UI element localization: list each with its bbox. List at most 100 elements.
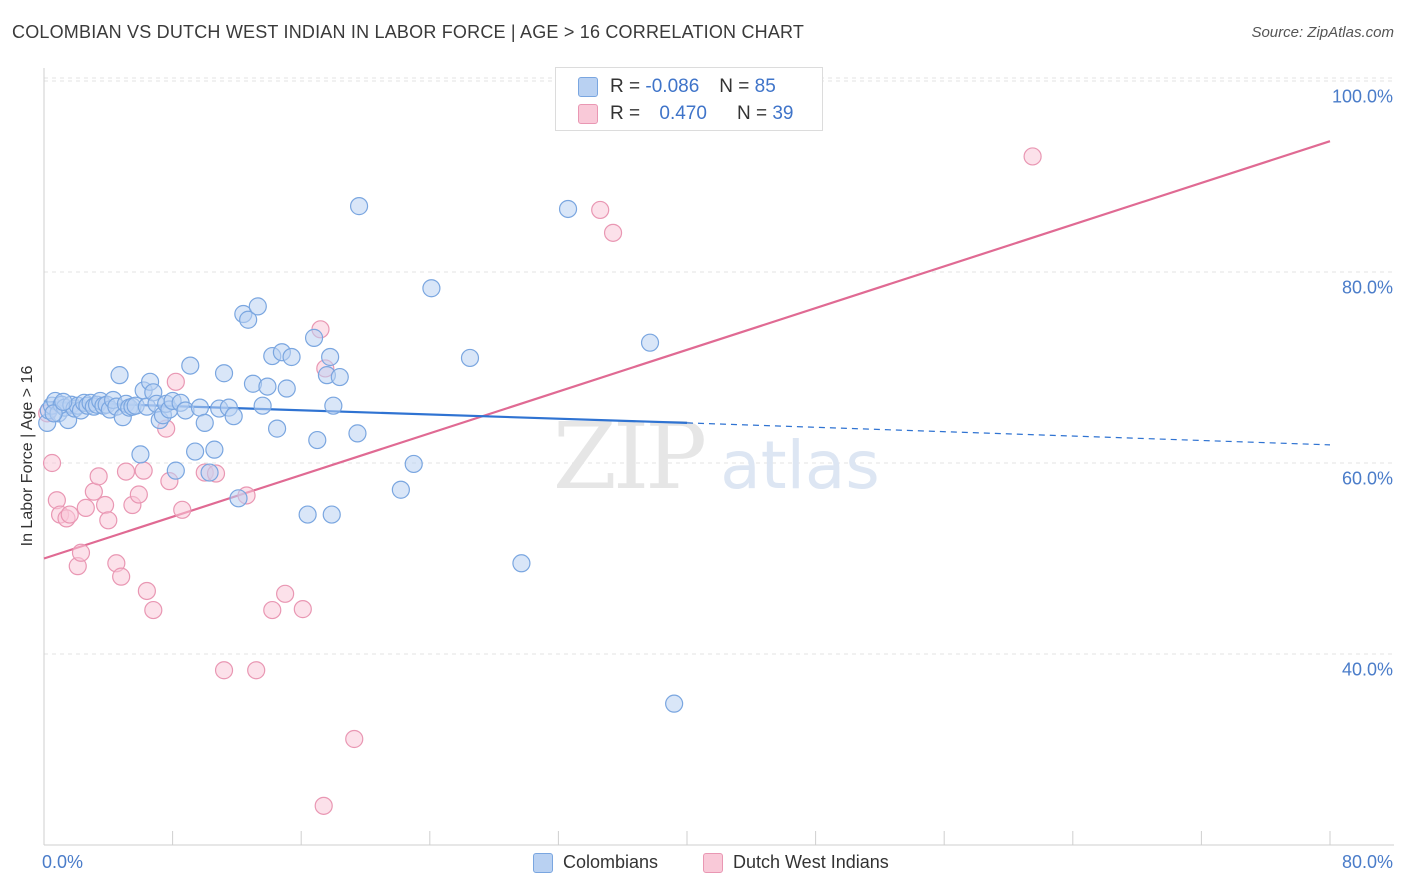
data-point-colombians xyxy=(330,367,349,387)
data-point-dutch-west-indians xyxy=(1023,147,1042,166)
watermark-atlas: atlas xyxy=(720,427,880,504)
data-point-colombians xyxy=(190,398,210,417)
data-point-dutch-west-indians xyxy=(71,543,91,562)
data-point-colombians xyxy=(282,347,301,367)
y-tick-label: 100.0% xyxy=(1331,86,1393,107)
legend-swatch-blue xyxy=(578,77,598,97)
data-point-dutch-west-indians xyxy=(60,505,79,524)
data-point-dutch-west-indians xyxy=(173,500,192,519)
x-tick-label: 80.0% xyxy=(1341,852,1393,872)
data-point-dutch-west-indians xyxy=(276,584,295,603)
data-point-colombians xyxy=(248,297,267,316)
data-point-dutch-west-indians xyxy=(314,796,333,815)
trend-line-colombians-extension xyxy=(686,422,1331,446)
data-point-colombians xyxy=(277,379,296,398)
legend-n-label: N = xyxy=(719,76,750,97)
data-point-colombians xyxy=(422,279,441,298)
data-point-colombians xyxy=(324,396,343,415)
bottom-legend-label: Dutch West Indians xyxy=(733,852,889,872)
data-point-colombians xyxy=(308,430,327,450)
legend-r-value: -0.086 xyxy=(645,76,700,97)
data-point-dutch-west-indians xyxy=(166,372,185,391)
grid-lines xyxy=(44,77,1394,655)
legend-n-value: 39 xyxy=(772,103,794,124)
chart-title: COLOMBIAN VS DUTCH WEST INDIAN IN LABOR … xyxy=(12,22,805,42)
data-point-colombians xyxy=(391,480,410,499)
data-point-colombians xyxy=(322,505,341,524)
data-point-dutch-west-indians xyxy=(99,511,118,530)
data-point-dutch-west-indians xyxy=(76,498,95,517)
data-point-dutch-west-indians xyxy=(89,467,108,486)
data-point-dutch-west-indians xyxy=(293,600,312,619)
data-point-dutch-west-indians xyxy=(95,495,115,515)
data-point-dutch-west-indians xyxy=(144,600,163,620)
data-point-colombians xyxy=(239,310,258,329)
legend-n-label: N = xyxy=(736,103,768,124)
data-point-dutch-west-indians xyxy=(263,600,282,620)
data-point-colombians xyxy=(181,356,200,375)
data-point-dutch-west-indians xyxy=(591,200,610,220)
legend-r-label: R = xyxy=(610,76,641,97)
data-point-colombians xyxy=(229,489,248,508)
bottom-legend-swatch-blue xyxy=(533,852,553,873)
data-point-colombians xyxy=(131,445,150,464)
x-tick-label: 0.0% xyxy=(42,852,84,872)
data-point-colombians xyxy=(349,197,369,216)
bottom-legend-colombians: Colombians xyxy=(533,852,658,873)
data-point-colombians xyxy=(253,396,272,415)
legend-row-dutch-west-indians: R = 0.470 N = 39 xyxy=(578,103,793,125)
data-point-colombians xyxy=(110,366,129,385)
legend-swatch-pink xyxy=(578,104,598,124)
data-point-dutch-west-indians xyxy=(129,485,148,504)
data-point-colombians xyxy=(348,424,367,443)
source-label: Source: ZipAtlas.com xyxy=(1251,24,1394,41)
legend: R = -0.086 N = 85 R = 0.470 N = 39 xyxy=(555,67,823,131)
watermark: ZIP atlas xyxy=(553,403,880,510)
data-point-colombians xyxy=(665,694,684,713)
legend-row-colombians: R = -0.086 N = 85 xyxy=(578,76,776,98)
data-point-colombians xyxy=(558,199,578,219)
data-point-dutch-west-indians xyxy=(84,482,103,501)
legend-n-value: 85 xyxy=(754,76,776,97)
data-point-dutch-west-indians xyxy=(214,661,234,680)
data-point-dutch-west-indians xyxy=(134,461,153,480)
data-point-colombians xyxy=(214,364,234,383)
y-tick-label: 80.0% xyxy=(1341,277,1393,298)
data-point-dutch-west-indians xyxy=(116,462,136,481)
data-point-colombians xyxy=(321,347,340,367)
data-point-colombians xyxy=(195,413,214,432)
bottom-legend-swatch-pink xyxy=(703,852,723,873)
data-point-dutch-west-indians xyxy=(603,223,623,242)
data-point-colombians xyxy=(186,442,205,461)
data-point-dutch-west-indians xyxy=(247,661,266,680)
data-point-dutch-west-indians xyxy=(42,453,62,473)
axes xyxy=(43,68,1394,846)
legend-r-value: 0.470 xyxy=(659,103,707,124)
data-point-colombians xyxy=(54,392,73,411)
data-point-colombians xyxy=(640,333,660,352)
data-point-colombians xyxy=(205,440,224,459)
bottom-legend-dutch-west-indians: Dutch West Indians xyxy=(703,852,889,873)
points-colombians xyxy=(38,197,684,713)
data-point-colombians xyxy=(460,348,480,368)
points-dutch-west-indians xyxy=(38,147,1042,815)
data-point-colombians xyxy=(298,505,317,524)
y-tick-label: 60.0% xyxy=(1341,468,1393,489)
trend-line-dutch-west-indians xyxy=(43,140,1331,560)
data-point-colombians xyxy=(166,461,185,480)
y-tick-label: 40.0% xyxy=(1341,659,1393,680)
data-point-colombians xyxy=(304,328,324,347)
data-point-colombians xyxy=(404,454,423,474)
data-point-dutch-west-indians xyxy=(137,581,156,601)
data-point-colombians xyxy=(267,419,287,438)
y-axis-label: In Labor Force | Age > 16 xyxy=(19,365,36,547)
data-point-colombians xyxy=(258,377,277,396)
bottom-legend-label: Colombians xyxy=(563,852,659,872)
data-point-colombians xyxy=(512,554,531,573)
data-point-colombians xyxy=(200,463,219,482)
data-point-colombians xyxy=(224,407,243,426)
data-point-dutch-west-indians xyxy=(112,567,131,586)
legend-r-label: R = xyxy=(610,103,641,124)
data-point-dutch-west-indians xyxy=(345,729,364,749)
